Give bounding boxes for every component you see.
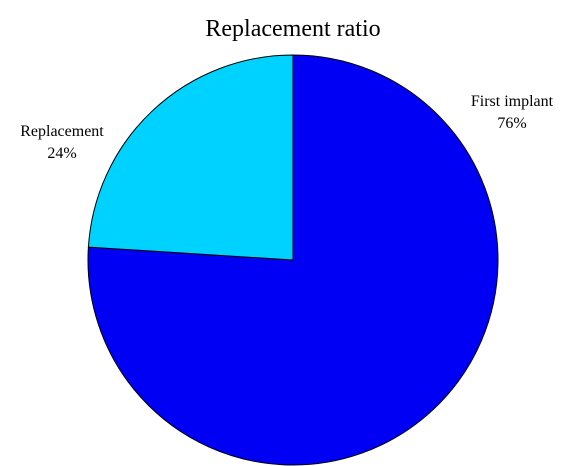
pie-labels: First implant 76% Replacement 24%	[20, 93, 553, 162]
pie-slice-replacement	[87, 54, 294, 261]
slice-value-first-implant: 76%	[497, 115, 526, 132]
pie-slices	[87, 54, 499, 466]
slice-value-replacement: 24%	[47, 145, 76, 162]
slice-label-replacement: Replacement	[20, 123, 104, 140]
slice-label-first-implant: First implant	[471, 93, 554, 110]
pie-slice-first-implant	[87, 54, 499, 466]
chart-title: Replacement ratio	[205, 16, 380, 42]
